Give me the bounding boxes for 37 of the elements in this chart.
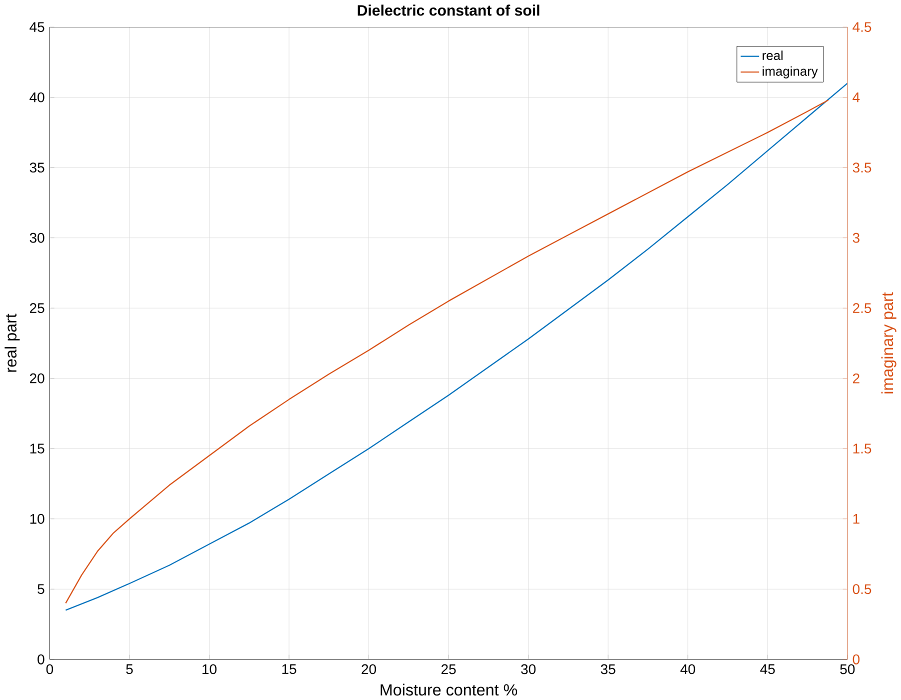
y-tick-label: 40 (30, 92, 44, 102)
x-tick-label: 45 (760, 664, 775, 674)
legend-label: imaginary (762, 66, 818, 78)
y2-tick-label: 2.5 (852, 303, 872, 313)
y2-tick-label: 4 (852, 92, 860, 102)
x-tick-label: 5 (126, 664, 133, 674)
x-tick-label: 35 (600, 664, 616, 674)
y-tick-label: 35 (30, 162, 44, 172)
y2-tick-label: 3 (852, 232, 860, 243)
x-axis-title: Moisture content % (380, 684, 518, 696)
x-tick-label: 20 (362, 664, 376, 674)
y2-tick-label: 1 (853, 514, 860, 524)
y-tick-label: 5 (38, 584, 44, 594)
x-tick-label: 0 (46, 664, 54, 674)
y2-tick-label: 0.5 (852, 584, 872, 594)
x-tick-label: 25 (441, 664, 456, 674)
chart-title: Dielectric constant of soil (358, 4, 540, 16)
y2-tick-label: 0 (852, 654, 860, 664)
y-tick-label: 10 (30, 514, 44, 524)
y2-tick-label: 4.5 (852, 22, 872, 32)
y-tick-label: 45 (30, 22, 44, 32)
y-tick-label: 20 (30, 373, 44, 384)
y2-tick-label: 3.5 (852, 162, 872, 172)
y2-tick-label: 1.5 (853, 444, 872, 454)
legend-label: real (762, 50, 783, 60)
y2-tick-label: 2 (852, 373, 860, 384)
y-tick-label: 30 (30, 232, 44, 243)
y-tick-label: 15 (30, 444, 44, 454)
x-tick-label: 10 (202, 664, 216, 674)
x-tick-label: 30 (521, 664, 536, 674)
x-tick-label: 15 (282, 664, 296, 674)
x-tick-label: 50 (840, 664, 855, 674)
y-tick-label: 25 (30, 303, 44, 313)
y-axis-title: real part (4, 314, 20, 372)
y2-axis-title: imaginary part (881, 292, 896, 394)
y-tick-label: 0 (38, 654, 44, 664)
x-tick-label: 40 (680, 664, 696, 674)
